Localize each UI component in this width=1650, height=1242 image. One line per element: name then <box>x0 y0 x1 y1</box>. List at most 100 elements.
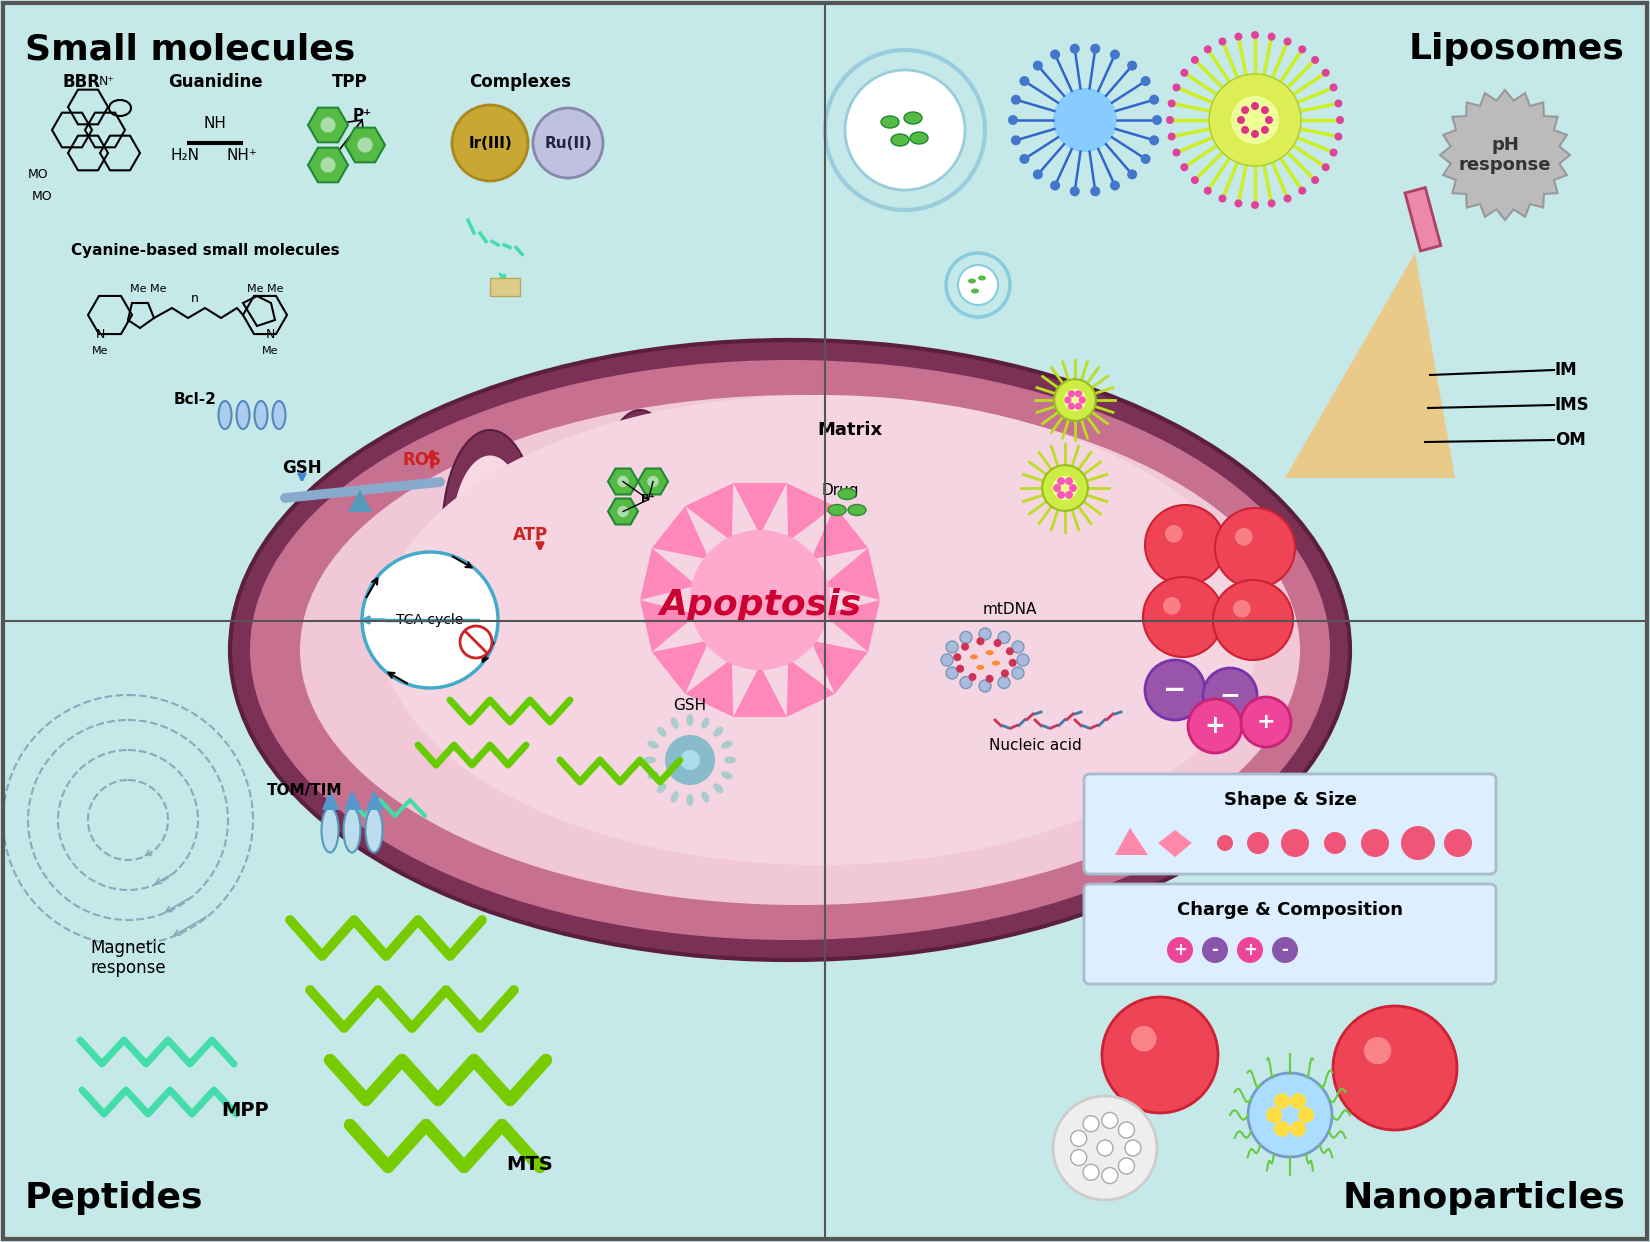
Circle shape <box>1076 402 1082 410</box>
Circle shape <box>1011 667 1025 679</box>
Circle shape <box>1266 1107 1282 1123</box>
Ellipse shape <box>272 401 285 428</box>
Circle shape <box>1218 195 1226 202</box>
Circle shape <box>1272 936 1299 963</box>
Circle shape <box>1234 200 1242 207</box>
Ellipse shape <box>442 430 538 630</box>
Circle shape <box>1102 997 1218 1113</box>
Circle shape <box>1201 936 1228 963</box>
Circle shape <box>960 677 972 688</box>
Circle shape <box>954 653 962 661</box>
Circle shape <box>1091 43 1101 53</box>
Circle shape <box>1214 508 1295 587</box>
Circle shape <box>978 681 992 692</box>
Circle shape <box>1053 476 1077 501</box>
Circle shape <box>1251 31 1259 39</box>
Circle shape <box>1016 655 1030 666</box>
Polygon shape <box>733 664 787 717</box>
Circle shape <box>1064 396 1071 404</box>
Ellipse shape <box>452 456 528 621</box>
Circle shape <box>1241 697 1290 746</box>
Text: Shape & Size: Shape & Size <box>1224 791 1356 809</box>
Circle shape <box>1058 491 1064 499</box>
Circle shape <box>1209 75 1300 166</box>
Circle shape <box>1322 163 1330 171</box>
Ellipse shape <box>721 740 733 749</box>
Ellipse shape <box>713 727 723 737</box>
Circle shape <box>1110 180 1120 190</box>
Circle shape <box>1049 180 1059 190</box>
Text: +: + <box>1173 941 1186 959</box>
Circle shape <box>1079 396 1086 404</box>
Circle shape <box>1163 597 1181 615</box>
Circle shape <box>1267 200 1275 207</box>
Polygon shape <box>607 468 639 494</box>
Circle shape <box>1119 1158 1135 1174</box>
Polygon shape <box>309 108 348 143</box>
Circle shape <box>1241 106 1249 114</box>
Circle shape <box>1191 176 1200 184</box>
Circle shape <box>945 641 959 653</box>
Bar <box>1406 188 1440 251</box>
Text: Me: Me <box>262 347 279 356</box>
Ellipse shape <box>904 112 922 124</box>
Ellipse shape <box>889 420 970 620</box>
Polygon shape <box>823 548 879 600</box>
Text: NH⁺: NH⁺ <box>226 148 257 163</box>
Text: Me Me: Me Me <box>248 284 284 294</box>
Circle shape <box>1049 50 1059 60</box>
Circle shape <box>1274 1120 1290 1136</box>
Circle shape <box>1058 477 1064 486</box>
Circle shape <box>985 674 993 683</box>
Polygon shape <box>787 658 835 717</box>
Ellipse shape <box>848 504 866 515</box>
Circle shape <box>452 106 528 181</box>
Text: MPP: MPP <box>221 1100 269 1119</box>
Text: +: + <box>1242 941 1257 959</box>
Circle shape <box>1145 660 1204 720</box>
Circle shape <box>1173 83 1180 92</box>
Text: −: − <box>1219 683 1241 707</box>
Text: IM: IM <box>1554 361 1577 379</box>
Circle shape <box>1233 600 1251 617</box>
Circle shape <box>998 677 1010 688</box>
Circle shape <box>1064 491 1072 499</box>
Text: Cyanine-based small molecules: Cyanine-based small molecules <box>71 242 340 257</box>
Circle shape <box>665 735 714 785</box>
Ellipse shape <box>343 807 360 852</box>
Polygon shape <box>652 507 710 559</box>
Circle shape <box>1204 186 1211 195</box>
Circle shape <box>978 628 992 640</box>
Text: H₂N: H₂N <box>170 148 200 163</box>
Circle shape <box>1102 1113 1117 1129</box>
Text: N: N <box>96 328 104 342</box>
Ellipse shape <box>759 428 822 609</box>
Text: MO: MO <box>31 190 53 202</box>
Circle shape <box>1143 578 1223 657</box>
Circle shape <box>1365 1037 1391 1064</box>
Circle shape <box>1361 828 1389 857</box>
Text: MTS: MTS <box>507 1155 553 1175</box>
Circle shape <box>1053 484 1061 492</box>
Ellipse shape <box>322 807 338 852</box>
Circle shape <box>845 70 965 190</box>
Circle shape <box>1312 56 1318 63</box>
Circle shape <box>690 530 830 669</box>
Circle shape <box>320 118 335 133</box>
Circle shape <box>1053 1095 1157 1200</box>
Polygon shape <box>348 491 371 512</box>
FancyBboxPatch shape <box>1084 774 1497 874</box>
Ellipse shape <box>838 488 856 499</box>
Ellipse shape <box>985 650 993 655</box>
Circle shape <box>1082 1115 1099 1131</box>
Text: Small molecules: Small molecules <box>25 32 355 66</box>
Circle shape <box>320 158 335 173</box>
Circle shape <box>1180 163 1188 171</box>
Circle shape <box>1127 169 1137 179</box>
Circle shape <box>1218 37 1226 46</box>
Circle shape <box>1011 641 1025 653</box>
Circle shape <box>1011 94 1021 104</box>
Ellipse shape <box>597 410 683 620</box>
Circle shape <box>1267 32 1275 41</box>
Text: Magnetic
response: Magnetic response <box>91 939 167 977</box>
